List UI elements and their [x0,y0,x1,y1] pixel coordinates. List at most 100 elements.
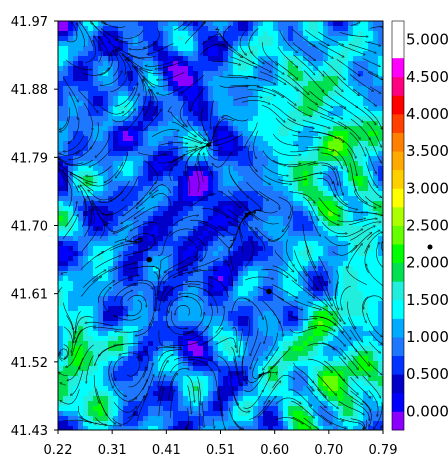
streamline [189,269,217,273]
streamline [243,217,259,240]
streamline [68,91,78,119]
streamline [59,159,83,165]
streamlines [58,21,383,430]
streamline [92,23,111,41]
streamline [152,193,172,208]
streamline [186,282,214,288]
streamline [69,145,93,160]
streamline [259,371,278,379]
streamline [365,161,378,188]
streamline [76,131,93,154]
streamline [307,343,335,349]
streamline [201,208,229,218]
streamline [81,227,98,252]
streamline [126,357,141,377]
colorbar-segment [392,151,404,171]
y-axis: 41.97 41.88 41.79 41.70 41.61 41.52 41.43 [11,15,58,439]
streamline [264,315,268,344]
streamline [306,252,319,278]
streamline [157,232,171,257]
streamline [245,58,271,73]
streamline [169,342,198,346]
streamline [167,106,184,127]
streamline [200,44,226,56]
streamline [169,296,189,313]
streamline [272,159,301,165]
streamline [125,108,143,131]
streamline [97,243,123,257]
streamline [320,116,346,129]
streamline [77,23,85,47]
streamline [251,227,266,252]
streamline [202,401,204,428]
streamline [262,370,272,392]
streamline [145,61,174,67]
streamline [308,130,337,138]
streamline [244,374,264,393]
streamline [318,280,332,306]
streamline [99,71,122,86]
streamline [324,236,350,247]
streamline [62,170,79,193]
streamline [60,389,80,405]
streamline [114,315,141,321]
colorbar-segment [392,318,404,338]
streamline [86,355,94,384]
streamline [332,149,348,172]
streamline [275,117,300,132]
streamline [211,100,214,129]
streamline [241,355,247,384]
colorbar-segment [392,206,404,226]
streamline [70,174,94,192]
streamline [159,284,170,311]
streamline [174,269,202,277]
streamline [121,206,145,223]
streamline [137,279,155,296]
streamline [350,233,372,253]
streamline [368,390,378,416]
streamline [214,118,235,134]
colorbar-label: 3.000 [406,179,448,197]
streamline [123,196,145,216]
streamline [68,118,80,143]
streamline [272,133,298,145]
streamline [99,190,124,203]
streamline [323,360,345,381]
streamline [187,385,192,413]
streamline [83,68,109,76]
streamline [86,179,113,187]
streamline [119,352,143,363]
streamline [332,298,345,324]
streamline [197,237,207,261]
streamline [186,375,195,403]
streamline [104,161,124,183]
streamline [62,419,92,423]
streamline [151,130,179,137]
colorbar-dot [427,244,433,250]
streamline [278,196,292,219]
streamline [215,306,225,334]
streamline [98,213,106,239]
streamline [366,264,383,287]
streamline [204,304,213,331]
streamline [184,326,209,341]
station-marker [146,256,153,263]
streamline [173,21,187,31]
streamline [113,402,137,413]
y-tick-label: 41.97 [11,15,48,30]
streamline [182,237,198,258]
streamline [157,355,173,378]
streamline [90,122,99,149]
streamline [65,59,92,70]
streamline [316,374,337,395]
streamline [341,285,352,310]
streamline [306,375,326,398]
colorbar-label: 5.000 [406,31,448,49]
streamline [347,244,362,269]
streamline [319,317,343,333]
streamline [173,283,201,289]
streamline [112,414,135,425]
streamline [158,349,182,362]
streamline [336,59,360,76]
streamline [302,265,319,290]
